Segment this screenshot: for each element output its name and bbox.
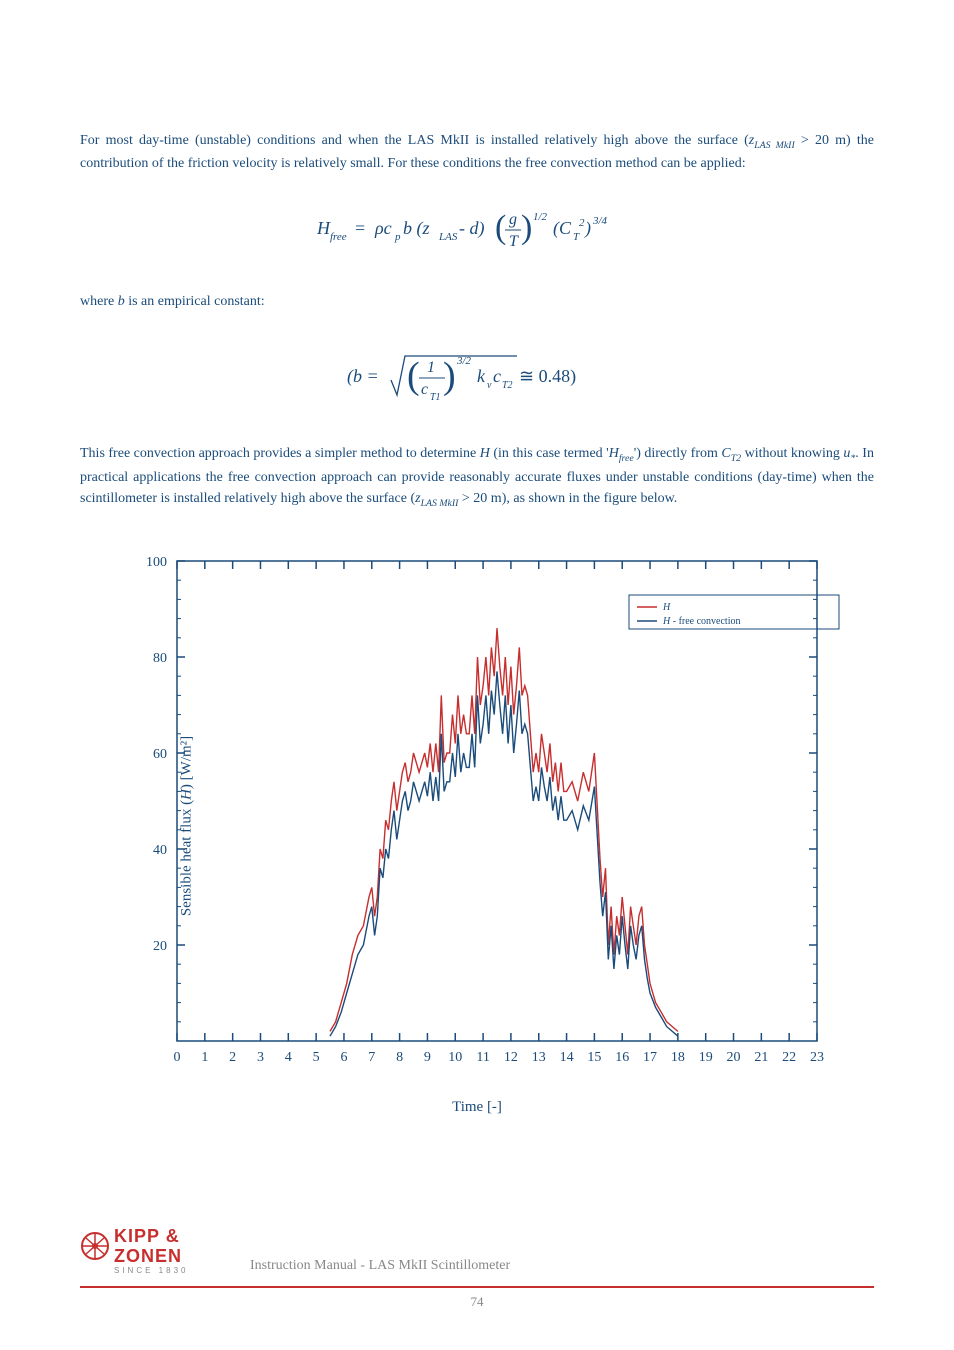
- svg-text:14: 14: [560, 1050, 574, 1065]
- svg-text:3/4: 3/4: [592, 215, 608, 227]
- svg-text:40: 40: [153, 843, 167, 858]
- page-number: 74: [80, 1294, 874, 1310]
- svg-text:19: 19: [699, 1050, 713, 1065]
- svg-text:(C: (C: [553, 218, 572, 239]
- heat-flux-chart: Sensible heat flux (H) [W/m²] 2040608010…: [107, 541, 847, 1111]
- svg-text:ρc: ρc: [374, 218, 392, 238]
- svg-text:): ): [584, 218, 591, 239]
- svg-text:100: 100: [146, 555, 167, 570]
- svg-text:2: 2: [229, 1050, 236, 1065]
- var-z-sub: LAS MkII: [754, 140, 795, 151]
- svg-text:1/2: 1/2: [533, 211, 548, 223]
- chart-canvas: 2040608010001234567891011121314151617181…: [107, 541, 847, 1101]
- text: where: [80, 294, 118, 309]
- svg-text:b (z: b (z: [403, 218, 430, 239]
- svg-text:T1: T1: [430, 392, 441, 403]
- equation-hfree: H free = ρc p b (z LAS - d) ( g T ) 1/2 …: [80, 202, 874, 263]
- svg-text:KIPP &: KIPP &: [114, 1226, 180, 1246]
- svg-text:g: g: [509, 211, 517, 228]
- svg-text:23: 23: [810, 1050, 824, 1065]
- svg-text:1: 1: [201, 1050, 208, 1065]
- svg-text:8: 8: [396, 1050, 403, 1065]
- text: > 20 m), as shown in the figure below.: [458, 491, 677, 506]
- svg-text:3/2: 3/2: [456, 355, 472, 367]
- svg-text:17: 17: [643, 1050, 657, 1065]
- footer-title: Instruction Manual - LAS MkII Scintillom…: [250, 1258, 510, 1278]
- svg-text:21: 21: [754, 1050, 768, 1065]
- svg-text:5: 5: [313, 1050, 320, 1065]
- svg-text:c: c: [421, 381, 428, 398]
- svg-text:80: 80: [153, 651, 167, 666]
- svg-text:0: 0: [174, 1050, 181, 1065]
- svg-text:): ): [521, 209, 532, 246]
- svg-text:): ): [443, 355, 456, 397]
- svg-text:4: 4: [285, 1050, 292, 1065]
- svg-text:k: k: [477, 366, 486, 386]
- svg-text:16: 16: [615, 1050, 629, 1065]
- page-footer: KIPP & ZONEN SINCE 1830 Instruction Manu…: [80, 1218, 874, 1310]
- svg-text:p: p: [394, 231, 401, 243]
- var-Hfree-sub: free: [619, 453, 634, 464]
- svg-text:T: T: [573, 231, 580, 243]
- svg-text:free: free: [330, 231, 347, 243]
- svg-text:c: c: [493, 366, 501, 386]
- svg-text:11: 11: [476, 1050, 489, 1065]
- var-CT2-sub: T2: [731, 453, 741, 464]
- svg-text:12: 12: [504, 1050, 518, 1065]
- svg-text:15: 15: [587, 1050, 601, 1065]
- svg-text:LAS: LAS: [438, 231, 458, 243]
- text: This free convection approach provides a…: [80, 446, 480, 461]
- text: without knowing: [741, 446, 843, 461]
- svg-text:18: 18: [671, 1050, 685, 1065]
- svg-text:7: 7: [368, 1050, 375, 1065]
- var-CT2: C: [721, 446, 730, 461]
- svg-text:ZONEN: ZONEN: [114, 1246, 182, 1266]
- svg-text:≅ 0.48): ≅ 0.48): [519, 366, 576, 387]
- equation-b: (b = ( 1 c T1 ) 3/2 k v c T2 ≅ 0.48): [80, 340, 874, 415]
- text: ') directly from: [634, 446, 722, 461]
- svg-text:13: 13: [532, 1050, 546, 1065]
- svg-text:10: 10: [448, 1050, 462, 1065]
- var-b: b: [118, 294, 125, 309]
- var-z2-sub: LAS MkII: [421, 498, 459, 509]
- svg-text:- d): - d): [459, 218, 485, 239]
- svg-text:=: =: [355, 218, 365, 238]
- var-H: H: [480, 446, 490, 461]
- svg-text:3: 3: [257, 1050, 264, 1065]
- text: (in this case termed ': [490, 446, 609, 461]
- svg-text:20: 20: [153, 939, 167, 954]
- svg-text:1: 1: [427, 359, 435, 376]
- svg-text:22: 22: [782, 1050, 796, 1065]
- svg-text:(b =: (b =: [347, 366, 379, 387]
- paragraph-3: This free convection approach provides a…: [80, 443, 874, 511]
- var-Hfree: H: [609, 446, 619, 461]
- paragraph-1: For most day-time (unstable) conditions …: [80, 130, 874, 174]
- chart-xlabel: Time [-]: [452, 1099, 502, 1116]
- svg-text:H: H: [662, 602, 671, 613]
- text: is an empirical constant:: [125, 294, 265, 309]
- svg-text:T2: T2: [502, 380, 513, 391]
- svg-text:60: 60: [153, 747, 167, 762]
- svg-text:H: H: [317, 218, 331, 238]
- svg-text:T: T: [509, 233, 519, 250]
- svg-text:9: 9: [424, 1050, 431, 1065]
- svg-text:v: v: [487, 380, 492, 391]
- svg-text:(: (: [495, 209, 506, 246]
- text: For most day-time (unstable) conditions …: [80, 133, 749, 148]
- paragraph-2: where b is an empirical constant:: [80, 291, 874, 312]
- svg-text:20: 20: [727, 1050, 741, 1065]
- svg-text:H - free convection: H - free convection: [662, 616, 740, 627]
- footer-divider: [80, 1286, 874, 1288]
- svg-text:(: (: [407, 355, 420, 397]
- svg-text:SINCE 1830: SINCE 1830: [114, 1266, 188, 1275]
- kipp-zonen-logo: KIPP & ZONEN SINCE 1830: [80, 1218, 220, 1278]
- svg-text:6: 6: [340, 1050, 347, 1065]
